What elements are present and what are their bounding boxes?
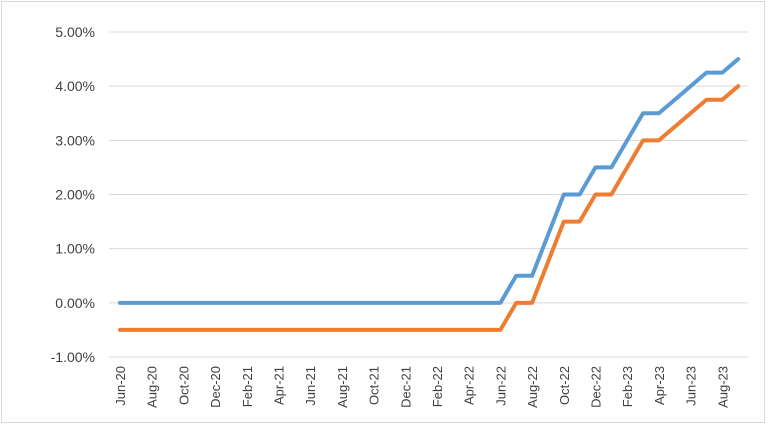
x-tick-label: Oct-20: [176, 366, 191, 405]
x-tick-label: Dec-21: [398, 366, 413, 408]
x-tick-label: Apr-21: [272, 366, 287, 405]
series-lines: [118, 57, 741, 332]
x-tick-label: Jun-20: [113, 366, 128, 406]
x-tick-label: Jun-21: [303, 366, 318, 406]
x-tick-label: Feb-22: [430, 366, 445, 407]
series-line-2: [118, 84, 741, 332]
x-tick-label: Dec-20: [208, 366, 223, 408]
x-tick-label: Aug-22: [525, 366, 540, 408]
series-line-1: [118, 57, 741, 305]
gridlines: [109, 31, 748, 358]
x-tick-label: Apr-23: [652, 366, 667, 405]
y-tick-label: 0.00%: [55, 295, 95, 311]
x-tick-label: Apr-22: [462, 366, 477, 405]
y-axis-ticks: -1.00% 0.00% 1.00% 2.00% 3.00% 4.00% 5.00%: [51, 24, 95, 365]
x-tick-label: Jun-23: [684, 366, 699, 406]
y-tick-label: 3.00%: [55, 132, 95, 148]
y-tick-label: 5.00%: [55, 24, 95, 40]
y-tick-label: 1.00%: [55, 241, 95, 257]
y-tick-label: -1.00%: [51, 349, 95, 365]
x-tick-label: Oct-21: [367, 366, 382, 405]
x-tick-label: Jun-22: [493, 366, 508, 406]
x-tick-label: Dec-22: [589, 366, 604, 408]
x-tick-label: Aug-23: [715, 366, 730, 408]
x-tick-label: Feb-23: [620, 366, 635, 407]
x-tick-label: Aug-21: [335, 366, 350, 408]
x-axis-ticks: Jun-20 Aug-20 Oct-20 Dec-20 Feb-21 Apr-21 Jun-…: [113, 366, 730, 408]
x-tick-label: Oct-22: [557, 366, 572, 405]
x-tick-label: Feb-21: [240, 366, 255, 407]
y-tick-label: 4.00%: [55, 78, 95, 94]
x-tick-label: Aug-20: [145, 366, 160, 408]
y-tick-label: 2.00%: [55, 187, 95, 203]
